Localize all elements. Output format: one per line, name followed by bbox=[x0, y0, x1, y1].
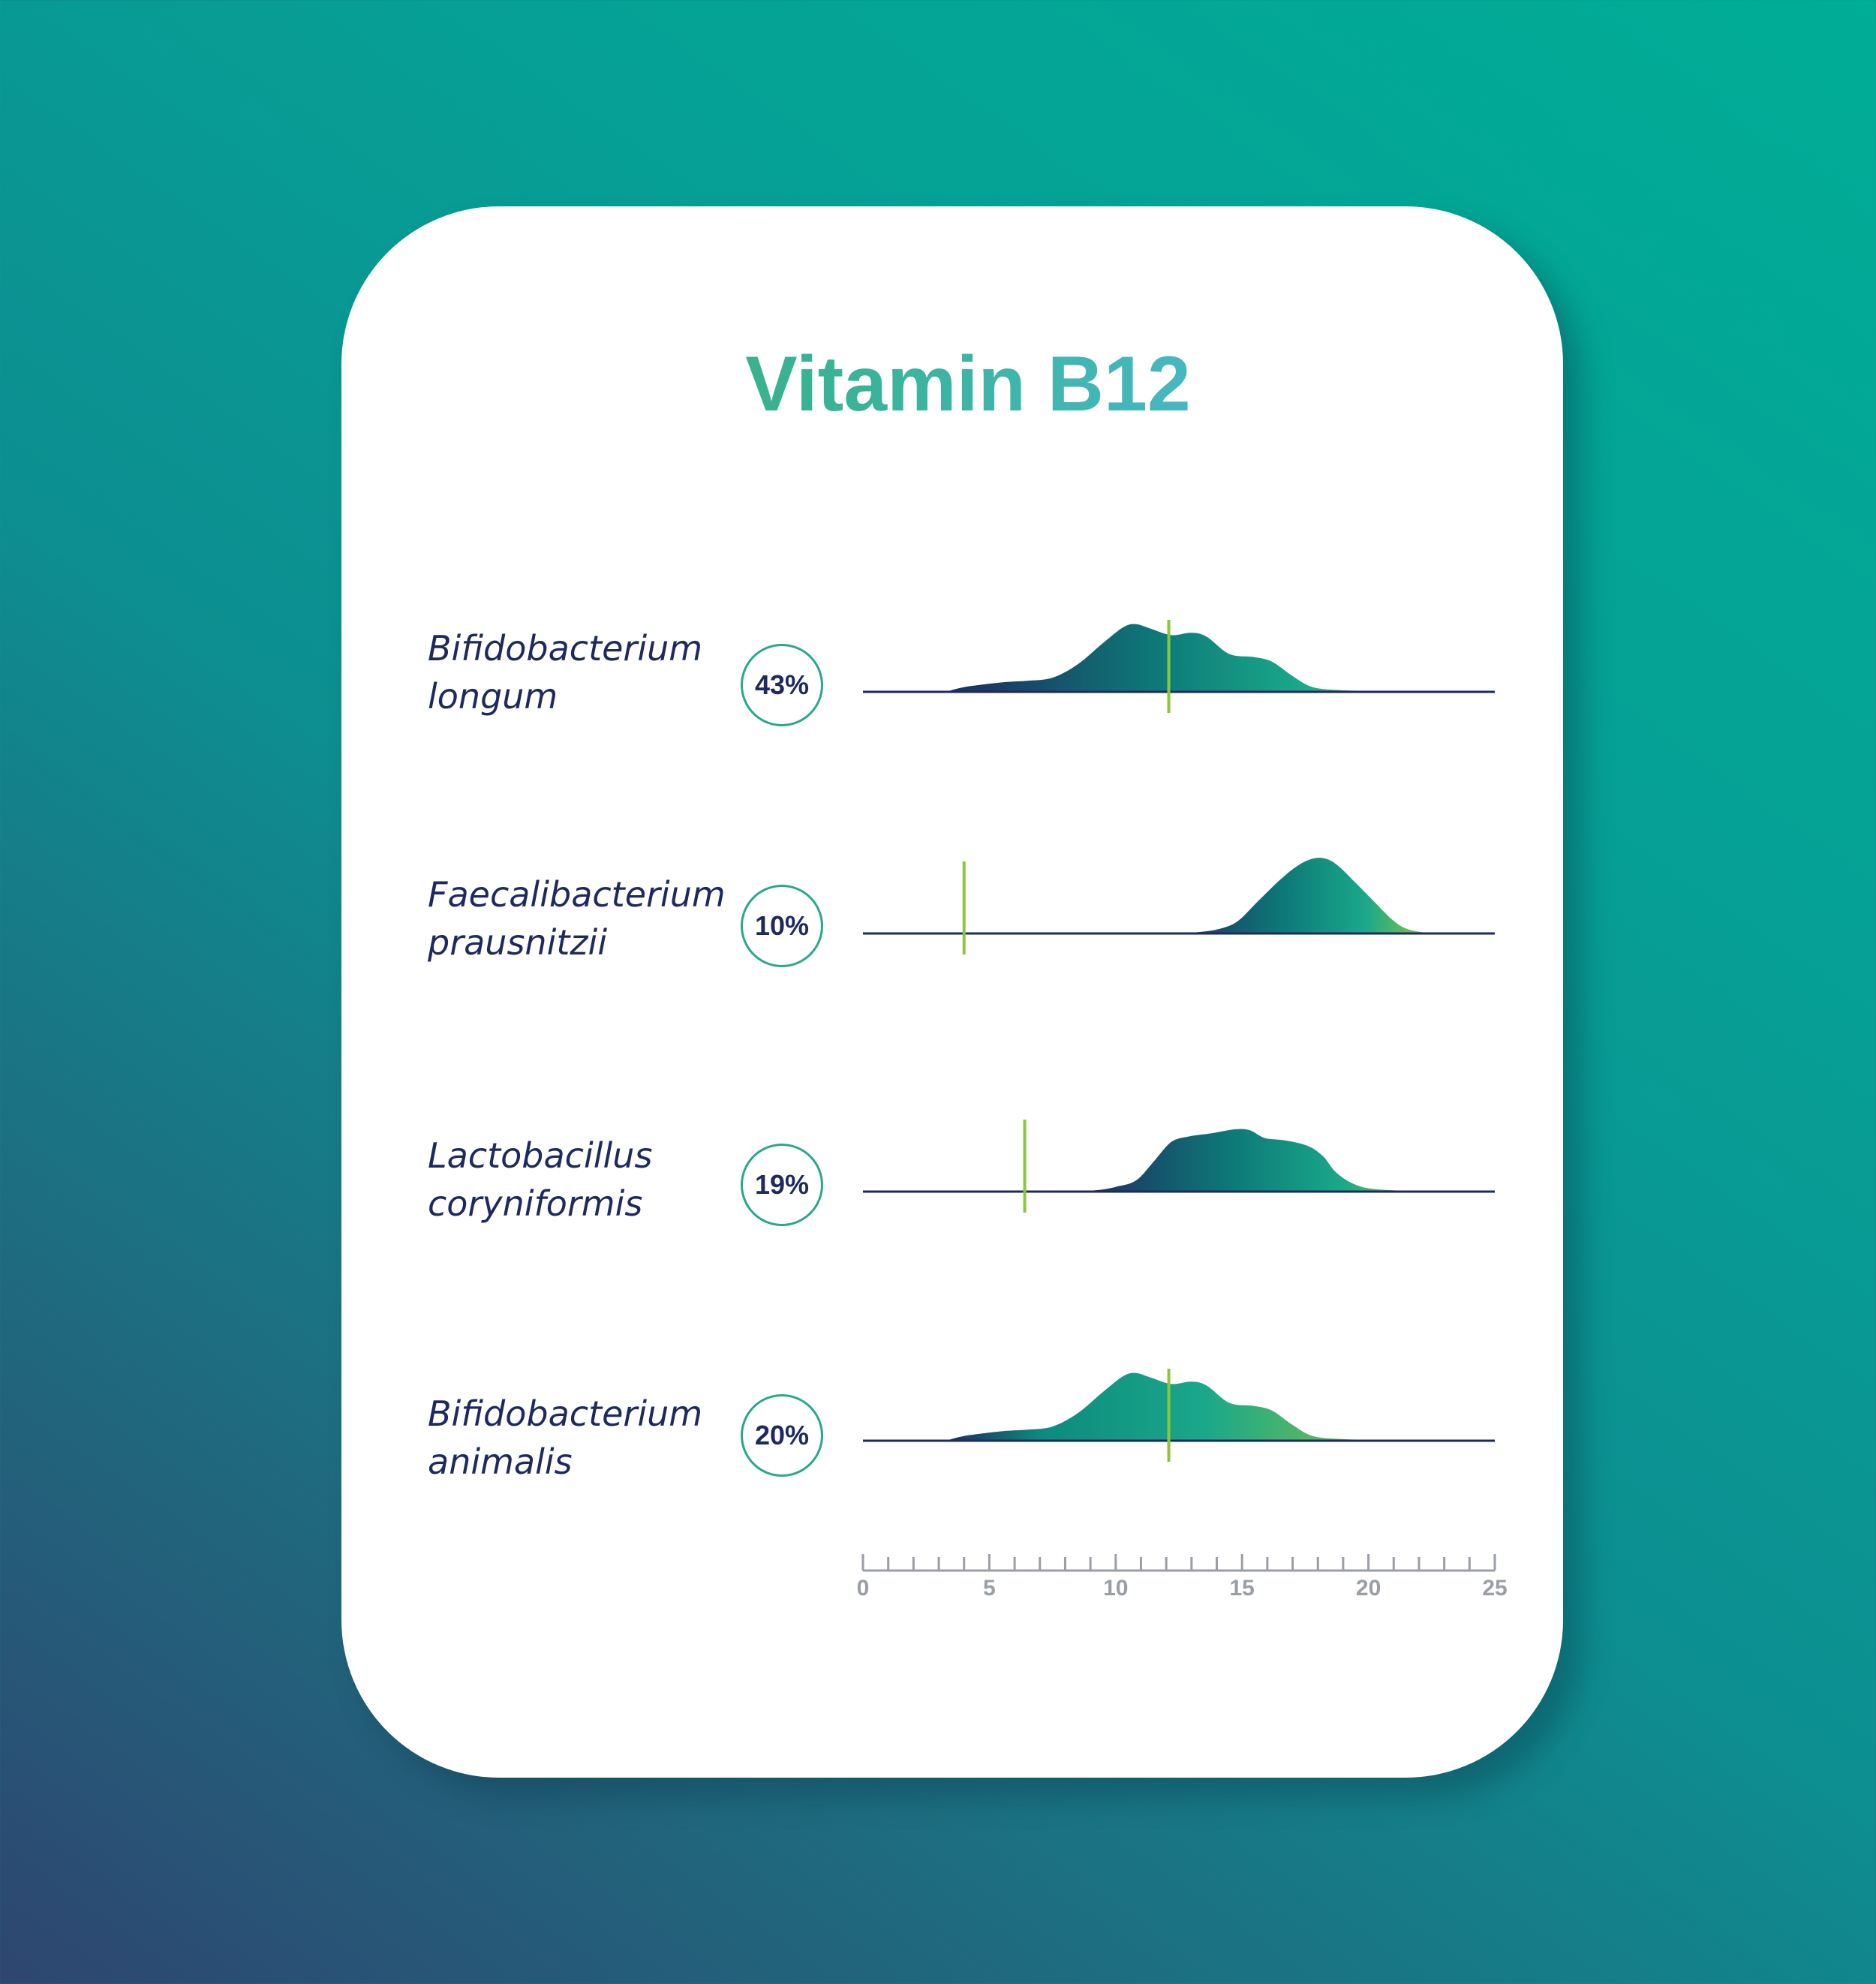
percent-badge-3: 19% bbox=[741, 1144, 823, 1226]
x-tick-label-10: 10 bbox=[1103, 1576, 1128, 1601]
chart-card bbox=[341, 206, 1563, 1778]
density-area-1 bbox=[946, 624, 1419, 692]
percent-badge-4: 20% bbox=[741, 1394, 823, 1477]
x-tick-label-0: 0 bbox=[857, 1576, 870, 1601]
species-label-2: Faecalibacterium prausnitzii bbox=[428, 874, 726, 963]
species-label-4: Bifidobacterium animalis bbox=[428, 1393, 703, 1482]
x-tick-label-15: 15 bbox=[1230, 1576, 1255, 1601]
x-tick-label-5: 5 bbox=[983, 1576, 996, 1601]
chart-title: Vitamin B12 bbox=[0, 345, 1876, 423]
x-tick-label-20: 20 bbox=[1356, 1576, 1381, 1601]
percent-badge-2: 10% bbox=[741, 885, 823, 967]
density-area-4 bbox=[946, 1372, 1419, 1441]
density-area-2 bbox=[1166, 858, 1432, 933]
percent-badge-1: 43% bbox=[741, 644, 823, 726]
species-label-1: Bifidobacterium longum bbox=[428, 628, 703, 717]
x-tick-label-25: 25 bbox=[1482, 1576, 1507, 1601]
density-area-3 bbox=[1072, 1129, 1432, 1192]
species-label-3: Lactobacillus coryniformis bbox=[428, 1135, 653, 1224]
